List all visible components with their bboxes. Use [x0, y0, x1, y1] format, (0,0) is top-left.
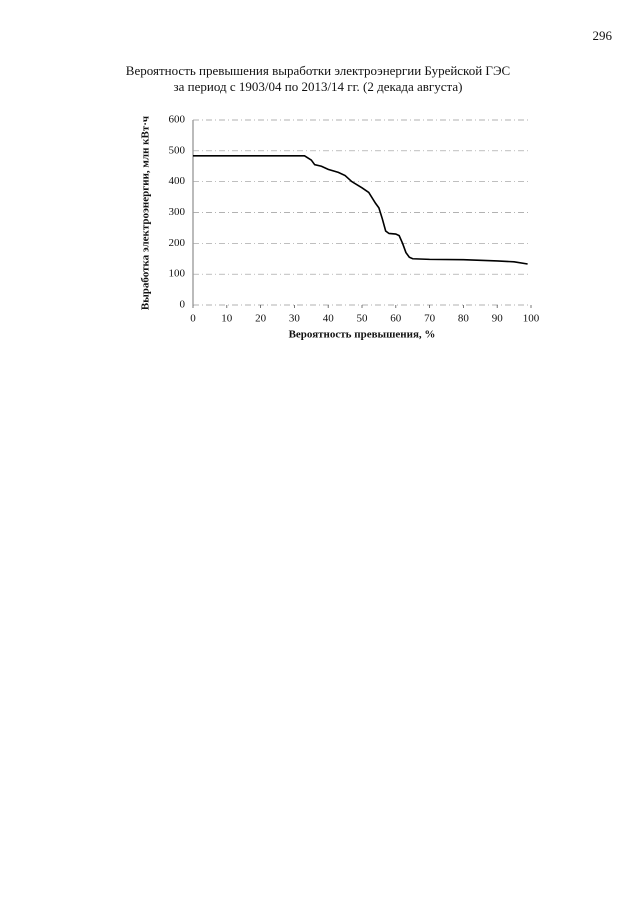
x-axis-label: Вероятность превышения, %	[289, 329, 436, 341]
chart-title: Вероятность превышения выработки электро…	[126, 63, 510, 78]
x-tick-label: 10	[221, 313, 233, 325]
data-line	[193, 154, 528, 265]
x-tick-label: 60	[390, 313, 402, 325]
y-tick-label: 100	[169, 268, 186, 280]
page-number: 296	[593, 28, 613, 43]
x-tick-label: 100	[523, 313, 540, 325]
y-tick-label: 400	[169, 175, 186, 187]
x-tick-label: 70	[424, 313, 436, 325]
x-tick-label: 90	[492, 313, 504, 325]
y-axis-label: Выработка электроэнергии, млн кВт·ч	[140, 116, 152, 310]
y-tick-label: 600	[169, 114, 186, 126]
x-tick-label: 40	[323, 313, 335, 325]
x-tick-label: 50	[357, 313, 369, 325]
chart-subtitle: за период с 1903/04 по 2013/14 гг. (2 де…	[174, 79, 463, 94]
x-tick-label: 30	[289, 313, 301, 325]
y-tick-label: 200	[169, 237, 186, 249]
x-tick-label: 80	[458, 313, 470, 325]
x-tick-label: 0	[190, 313, 196, 325]
y-tick-label: 300	[169, 206, 186, 218]
y-tick-label: 500	[169, 144, 186, 156]
y-tick-label: 0	[180, 299, 186, 311]
x-tick-label: 20	[255, 313, 267, 325]
